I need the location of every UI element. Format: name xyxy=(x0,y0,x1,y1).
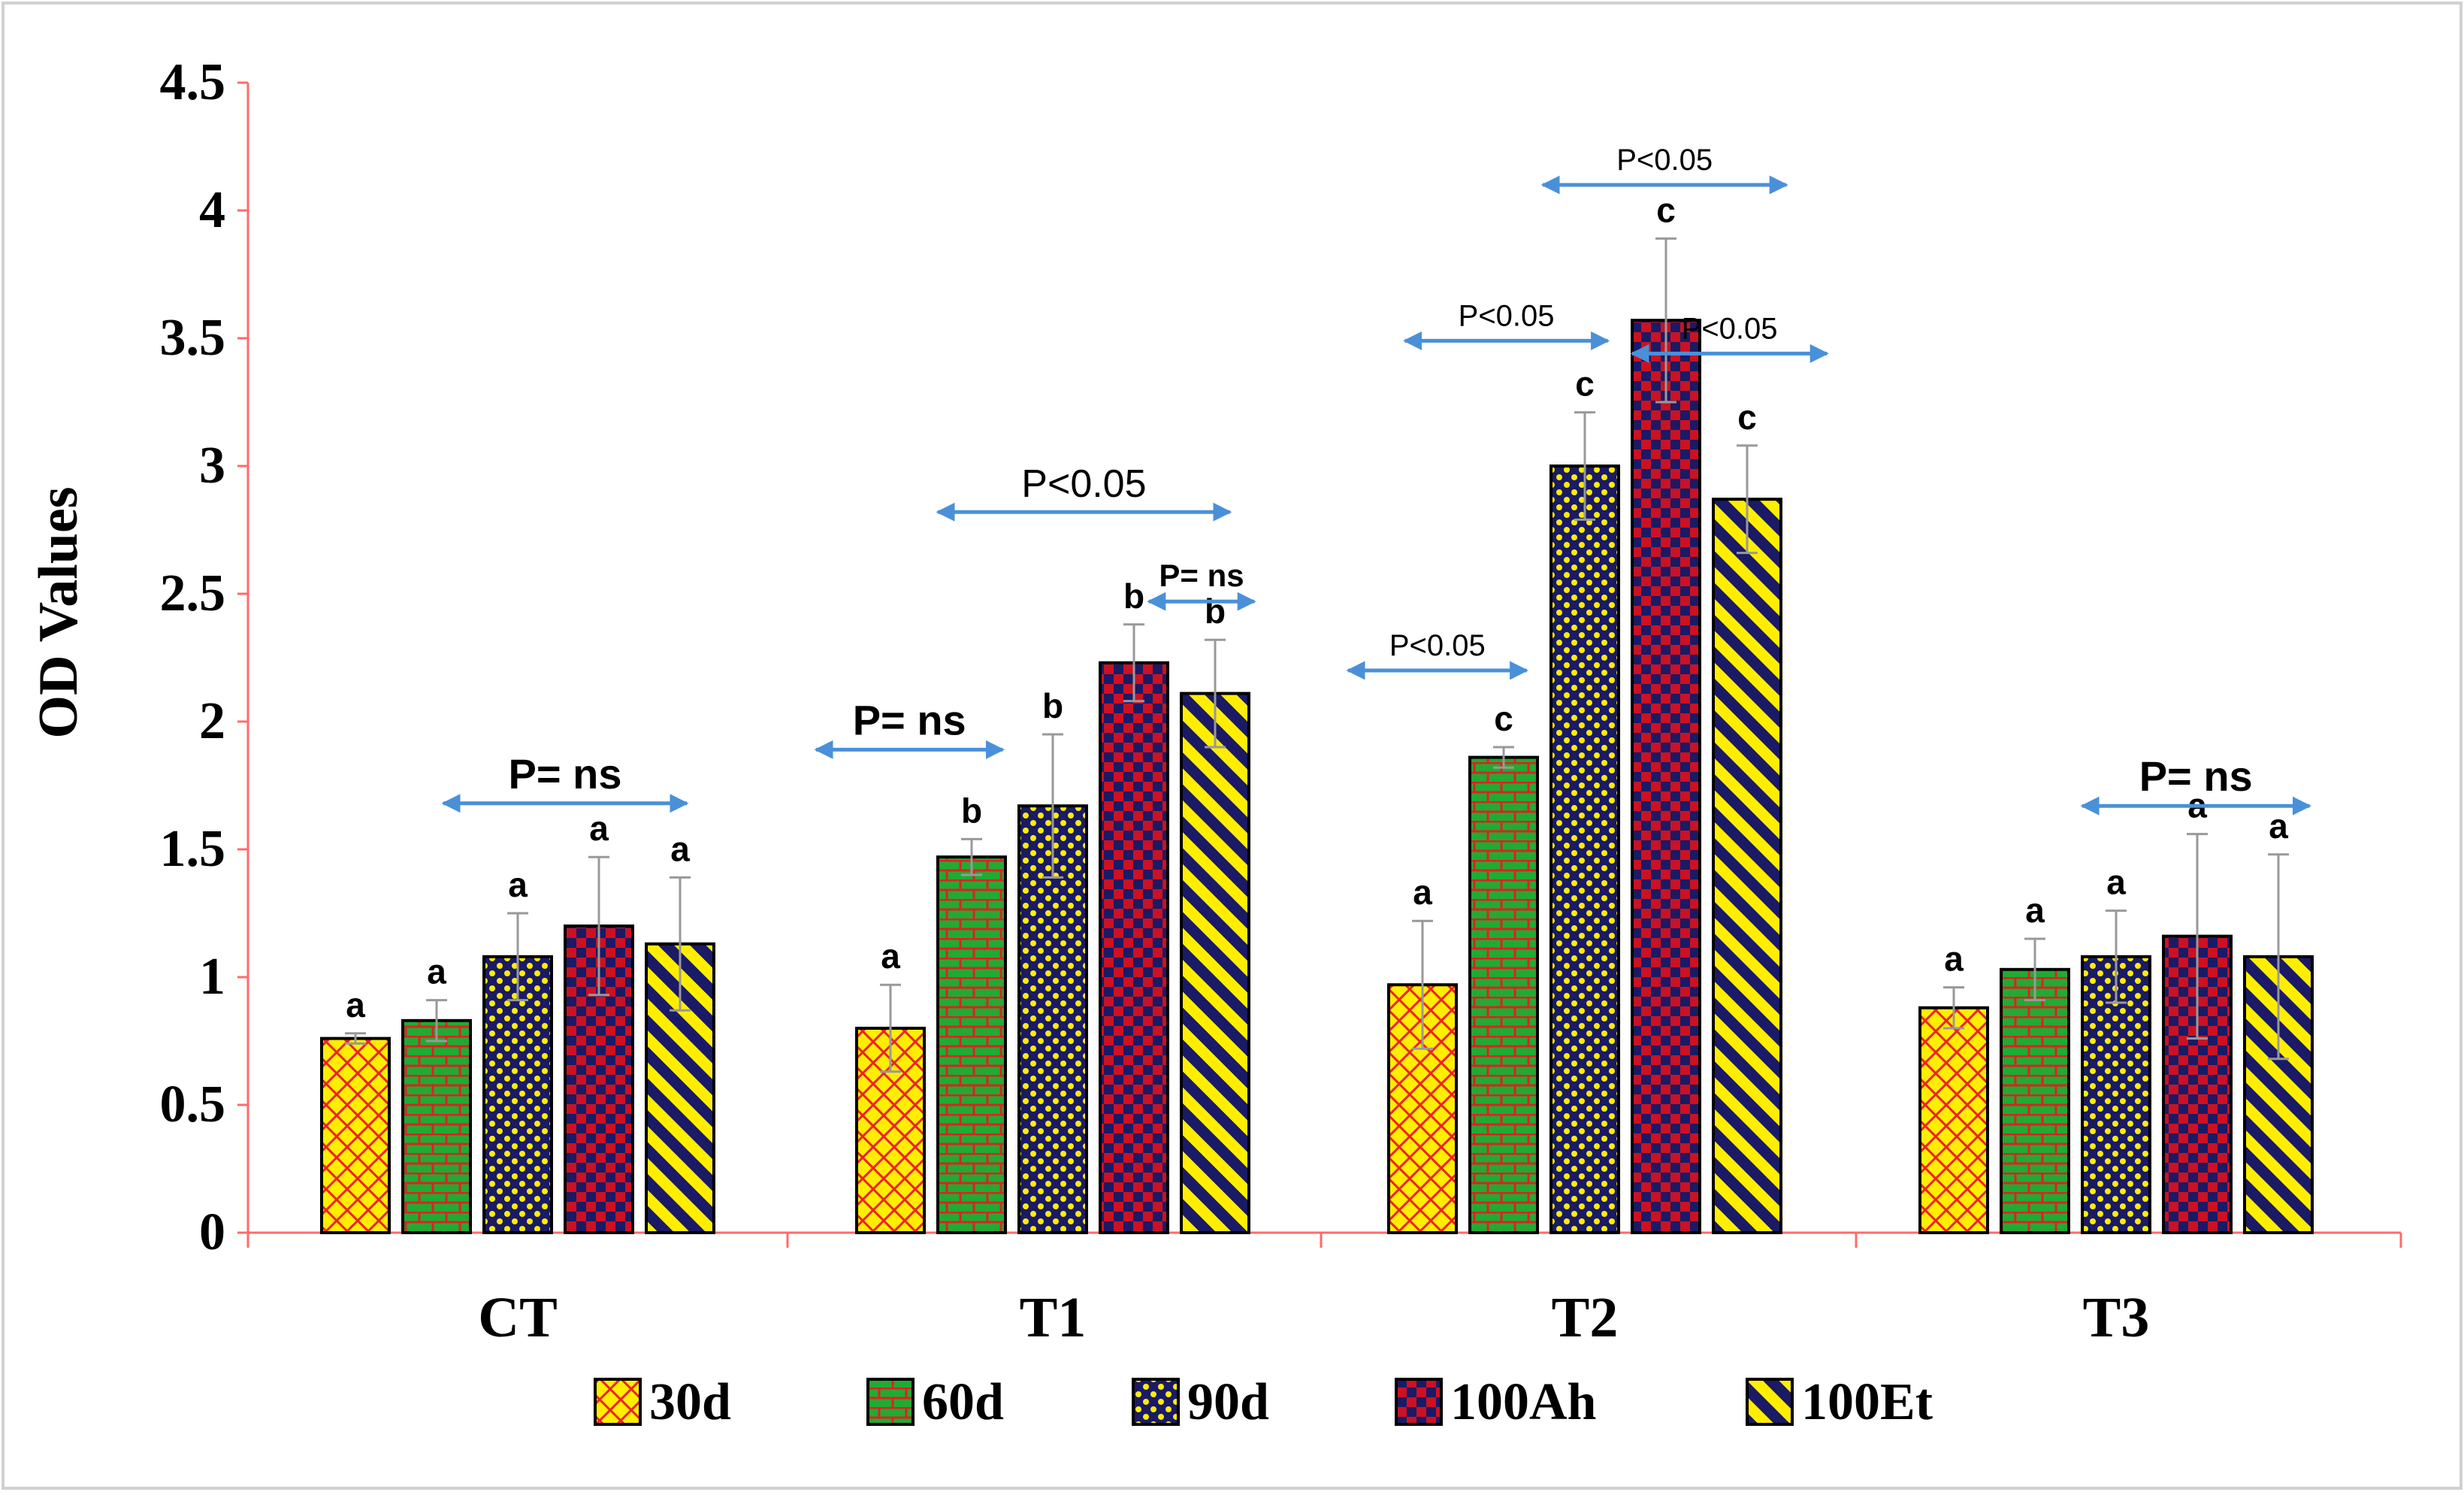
legend-swatch xyxy=(594,1378,642,1426)
bar xyxy=(1468,755,1539,1234)
bar xyxy=(1549,465,1620,1234)
bar xyxy=(936,855,1007,1234)
significance-letter: a xyxy=(346,985,365,1024)
x-category-label: CT xyxy=(478,1286,558,1349)
significance-letter: a xyxy=(1944,940,1964,979)
significance-letter: a xyxy=(2025,891,2045,930)
significance-letter: c xyxy=(1656,190,1676,229)
legend-swatch xyxy=(866,1378,915,1426)
y-tick-label: 2 xyxy=(199,692,225,750)
y-tick-label: 1 xyxy=(199,948,225,1006)
p-value-label: P<0.05 xyxy=(1389,629,1486,662)
y-axis-label: OD Values xyxy=(28,486,89,738)
bar xyxy=(1712,498,1782,1234)
legend-swatch xyxy=(1746,1378,1794,1426)
bar xyxy=(482,955,553,1235)
significance-letter: a xyxy=(508,865,528,904)
bar xyxy=(320,1037,391,1234)
legend: 30d 60d 90d 100Ah 100Et xyxy=(594,1373,1933,1431)
x-category-label: T3 xyxy=(2083,1286,2150,1349)
x-category-label: T2 xyxy=(1552,1286,1619,1349)
y-tick-label: 0.5 xyxy=(160,1076,226,1133)
legend-label: 100Ah xyxy=(1450,1373,1596,1431)
significance-letter: a xyxy=(670,829,690,868)
p-value-label: P= ns xyxy=(1159,558,1244,593)
legend-label: 60d xyxy=(922,1373,1004,1431)
significance-letter: b xyxy=(961,791,982,830)
legend-swatch xyxy=(1395,1378,1443,1426)
legend-label: 100Et xyxy=(1801,1373,1933,1431)
bar xyxy=(1180,692,1250,1234)
bar xyxy=(1631,319,1701,1235)
significance-letter: a xyxy=(2269,807,2288,846)
significance-letter: b xyxy=(1123,577,1144,616)
bar xyxy=(1918,1006,1989,1235)
y-tick-label: 4.5 xyxy=(160,53,226,111)
p-value-label: P<0.05 xyxy=(1616,144,1713,177)
significance-letter: b xyxy=(1042,686,1063,725)
p-value-label: P<0.05 xyxy=(1459,299,1555,332)
p-value-label: P<0.05 xyxy=(1021,462,1146,506)
y-tick-label: 3.5 xyxy=(160,309,226,367)
legend-label: 30d xyxy=(649,1373,731,1431)
bar xyxy=(401,1018,472,1235)
y-tick-label: 2.5 xyxy=(160,564,226,622)
y-tick-label: 4 xyxy=(199,181,225,239)
bar xyxy=(2000,967,2070,1235)
p-value-label: P= ns xyxy=(2139,752,2253,800)
significance-letter: a xyxy=(589,809,609,848)
legend-swatch xyxy=(1132,1378,1180,1426)
p-value-label: P= ns xyxy=(853,696,966,743)
legend-label: 90d xyxy=(1187,1373,1269,1431)
significance-letter: a xyxy=(427,952,446,991)
y-tick-label: 1.5 xyxy=(160,820,226,878)
annotations: P= ns P= ns P<0.05 P= ns P<0.05 P<0.05 P<0.05 P… xyxy=(441,144,2311,816)
y-tick-label: 0 xyxy=(199,1203,225,1261)
significance-letter: a xyxy=(2106,863,2126,902)
p-value-label: P= ns xyxy=(509,750,622,797)
p-value-label: P<0.05 xyxy=(1682,312,1778,345)
y-tick-label: 3 xyxy=(199,437,225,495)
significance-letter: b xyxy=(1205,592,1226,631)
significance-letter: a xyxy=(881,937,900,976)
significance-letter: c xyxy=(1737,398,1757,437)
significance-letter: c xyxy=(1575,365,1595,404)
x-category-label: T1 xyxy=(1020,1286,1087,1349)
bar xyxy=(1099,661,1169,1234)
significance-letter: a xyxy=(1413,873,1432,912)
significance-letter: c xyxy=(1494,699,1513,738)
